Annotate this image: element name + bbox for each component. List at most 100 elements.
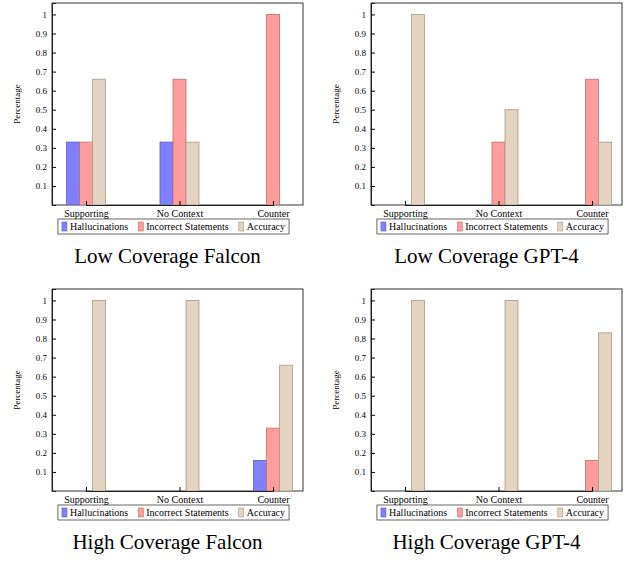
tick-mark xyxy=(273,487,274,491)
bar xyxy=(93,79,106,205)
tick: No Context xyxy=(476,487,523,505)
tick: 0.3 xyxy=(36,143,56,153)
tick: No Context xyxy=(157,487,204,505)
legend-item: Incorrect Statements xyxy=(138,221,229,232)
tick-mark xyxy=(52,167,56,168)
tick: 0.8 xyxy=(36,334,56,344)
bar xyxy=(412,14,425,205)
tick-mark xyxy=(52,14,56,15)
tick-label: 0.3 xyxy=(355,143,367,153)
tick-label: Counter xyxy=(576,208,609,219)
legend-swatch xyxy=(239,222,244,231)
tick-mark xyxy=(52,396,56,397)
axis-title: Percentage xyxy=(12,370,22,409)
legend-label: Incorrect Statements xyxy=(146,221,229,232)
chart-title: Low Coverage Falcon xyxy=(74,244,261,268)
bars xyxy=(412,300,612,491)
legend-box xyxy=(377,505,608,520)
tick-label: No Context xyxy=(157,494,204,505)
tick-label: 1 xyxy=(43,296,48,306)
tick-label: Supporting xyxy=(383,494,427,505)
tick-mark xyxy=(86,201,87,205)
axis-line xyxy=(53,290,57,492)
tick-label: 0.7 xyxy=(355,353,367,363)
tick-label: 0.1 xyxy=(355,181,366,191)
tick: 0.7 xyxy=(355,353,375,363)
tick-label: 0.8 xyxy=(36,48,48,58)
bar xyxy=(586,461,599,491)
tick-label: 0.9 xyxy=(355,315,367,325)
tick: 0.1 xyxy=(36,181,56,191)
tick-mark xyxy=(52,53,56,54)
axis-title: Percentage xyxy=(331,84,341,123)
legend-swatch xyxy=(558,222,563,231)
tick-mark xyxy=(371,377,375,378)
legend-item: Hallucinations xyxy=(62,507,128,518)
plot-frame xyxy=(371,289,622,491)
legend-item: Hallucinations xyxy=(62,221,128,232)
tick-label: 1 xyxy=(362,10,367,20)
tick-mark xyxy=(52,339,56,340)
tick: Supporting xyxy=(64,201,108,219)
tick-mark xyxy=(371,129,375,130)
tick: Counter xyxy=(257,201,290,219)
tick: 1 xyxy=(362,296,376,306)
bar xyxy=(267,14,280,205)
tick: 0.9 xyxy=(36,29,56,39)
tick-mark xyxy=(371,319,375,320)
tick: 0.4 xyxy=(355,410,375,420)
x-axis: SupportingNo ContextCounter xyxy=(64,201,290,219)
tick-mark xyxy=(371,339,375,340)
tick-mark xyxy=(371,148,375,149)
tick-mark xyxy=(371,186,375,187)
legend-label: Hallucinations xyxy=(70,507,128,518)
tick-mark xyxy=(405,487,406,491)
axis-line xyxy=(406,487,593,492)
legend-label: Accuracy xyxy=(247,221,285,232)
axis-title: Percentage xyxy=(12,84,22,123)
legend-swatch xyxy=(62,222,67,231)
tick: Supporting xyxy=(383,201,427,219)
bar xyxy=(586,79,599,205)
bar xyxy=(186,300,199,491)
tick-mark xyxy=(371,358,375,359)
bar xyxy=(599,142,612,205)
tick: Counter xyxy=(576,487,609,505)
legend-item: Accuracy xyxy=(239,221,285,232)
tick: 1 xyxy=(43,10,57,20)
tick-label: 0.2 xyxy=(355,162,366,172)
bar xyxy=(479,491,492,492)
tick-mark xyxy=(52,110,56,111)
tick-label: 0.4 xyxy=(36,124,48,134)
figure: 0.10.20.30.40.50.60.70.80.91SupportingNo… xyxy=(0,0,640,573)
legend-label: Accuracy xyxy=(566,221,604,232)
tick-label: 0.8 xyxy=(355,48,367,58)
chart-title: Low Coverage GPT-4 xyxy=(394,244,579,268)
axis-line xyxy=(87,487,274,492)
chart-title: High Coverage Falcon xyxy=(72,530,263,554)
bar xyxy=(386,205,399,206)
tick-label: 0.7 xyxy=(355,67,367,77)
tick-mark xyxy=(52,319,56,320)
legend-label: Incorrect Statements xyxy=(465,507,548,518)
tick-label: Supporting xyxy=(383,208,427,219)
tick-label: 0.5 xyxy=(36,391,48,401)
tick-label: 0.9 xyxy=(355,29,367,39)
bar xyxy=(599,333,612,491)
axis-line xyxy=(87,201,274,206)
tick-mark xyxy=(371,415,375,416)
axis-title: Percentage xyxy=(331,370,341,409)
tick-mark xyxy=(52,434,56,435)
chart-title: High Coverage GPT-4 xyxy=(392,530,581,554)
legend-box xyxy=(58,505,289,520)
legend-label: Incorrect Statements xyxy=(465,221,548,232)
tick: 0.4 xyxy=(36,410,56,420)
tick-mark xyxy=(592,201,593,205)
tick-label: 0.9 xyxy=(36,29,48,39)
x-axis: Supporting No Context Counter xyxy=(383,487,609,505)
plot-frame xyxy=(52,3,303,205)
legend-label: Accuracy xyxy=(566,507,604,518)
tick-label: 0.3 xyxy=(36,429,48,439)
bar xyxy=(93,300,106,491)
axis-line xyxy=(372,4,376,206)
